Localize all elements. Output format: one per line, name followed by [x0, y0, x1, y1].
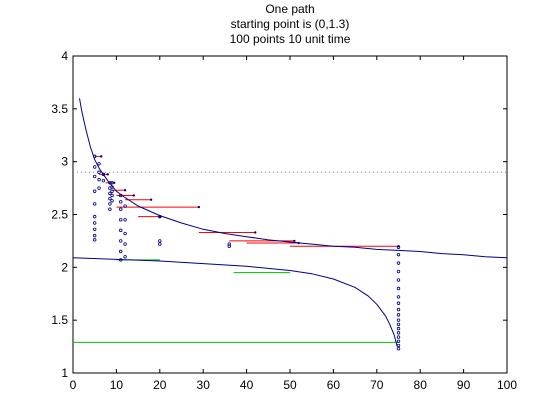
data-point-1-0	[97, 186, 101, 190]
data-point-4-0	[110, 199, 114, 203]
data-point-9-11	[396, 295, 401, 299]
axis-layer: 0 10 20 30 40 50 60 70 80 90 100 1 1.5 2 2.5 3 3.5 4	[51, 49, 517, 392]
data-point-9-0	[396, 346, 401, 351]
data-point-9-14	[396, 269, 401, 274]
data-point-9-2	[396, 339, 401, 343]
data-point-0-1	[92, 233, 97, 238]
red-segment-end-marker-5	[149, 198, 153, 201]
red-segment-end-marker-1	[106, 173, 109, 176]
x-tick-label-2: 20	[153, 378, 167, 392]
data-point-9-6	[396, 322, 401, 327]
data-point-0-5	[92, 202, 97, 206]
y-tick-label-0: 1	[61, 366, 68, 380]
plot-area-frame	[72, 55, 508, 374]
data-point-9-16	[396, 252, 401, 257]
data-point-9-1	[396, 343, 401, 348]
data-point-4-3	[110, 185, 114, 189]
data-point-9-8	[396, 313, 401, 317]
data-point-6-1	[123, 242, 127, 246]
data-point-2-1	[101, 172, 106, 177]
data-point-7-1	[158, 239, 162, 243]
y-tick-label-5: 3.5	[51, 102, 68, 116]
data-point-7-2	[158, 214, 162, 219]
data-point-6-2	[123, 231, 127, 236]
x-tick-label-10: 100	[497, 378, 517, 392]
data-point-0-0	[92, 238, 97, 242]
x-tick-label-1: 10	[110, 378, 124, 392]
title-line-3: 100 points 10 unit time	[230, 32, 351, 46]
data-point-0-8	[92, 165, 97, 169]
data-point-1-3	[97, 162, 101, 166]
x-tick-label-4: 40	[240, 378, 254, 392]
data-point-6-4	[123, 204, 127, 208]
data-point-5-6	[119, 200, 123, 204]
data-point-3-0	[108, 207, 112, 211]
y-tick-label-2: 2	[61, 260, 68, 274]
red-segment-end-marker-9	[293, 239, 296, 243]
data-point-4-2	[110, 189, 114, 193]
x-tick-label-0: 0	[70, 378, 77, 392]
data-point-9-15	[396, 261, 401, 265]
data-point-3-1	[108, 202, 112, 206]
data-point-0-9	[92, 154, 97, 159]
data-point-6-3	[123, 218, 127, 222]
x-tick-label-9: 90	[457, 378, 471, 392]
y-tick-label-3: 2.5	[51, 208, 68, 222]
data-point-0-2	[92, 227, 97, 231]
y-tick-label-1: 1.5	[51, 313, 68, 327]
x-tick-label-5: 50	[283, 378, 297, 392]
data-point-2-0	[101, 178, 106, 183]
data-point-8-1	[227, 242, 231, 246]
red-segment-end-marker-7	[197, 205, 201, 209]
data-point-9-10	[396, 301, 401, 305]
data-point-9-12	[396, 286, 401, 291]
data-point-0-7	[92, 174, 97, 179]
data-point-5-1	[119, 249, 123, 254]
data-point-9-9	[396, 307, 401, 312]
data-point-5-3	[119, 228, 123, 233]
data-point-4-4	[110, 181, 114, 185]
y-tick-label-4: 3	[61, 155, 68, 169]
data-point-0-3	[92, 221, 97, 225]
red-segment-end-marker-3	[123, 188, 127, 192]
data-point-8-0	[227, 244, 231, 248]
red-segment-end-marker-4	[132, 194, 135, 197]
title-line-1: One path	[265, 2, 314, 16]
data-point-9-3	[396, 335, 401, 339]
data-point-9-13	[396, 278, 401, 282]
plot-layer	[72, 98, 508, 351]
data-point-9-5	[396, 326, 401, 331]
curve-0	[79, 98, 508, 259]
data-point-1-2	[97, 170, 101, 174]
x-tick-label-6: 60	[327, 378, 341, 392]
x-tick-label-3: 30	[197, 378, 211, 392]
red-segment-end-marker-0	[100, 155, 103, 158]
data-point-5-2	[119, 239, 123, 243]
data-point-5-5	[119, 207, 123, 211]
title-line-2: starting point is (0,1.3)	[231, 17, 350, 31]
data-point-0-6	[92, 189, 97, 193]
data-point-9-4	[396, 331, 401, 335]
data-point-5-7	[119, 193, 123, 198]
data-point-4-1	[110, 193, 114, 198]
data-point-5-0	[119, 258, 123, 262]
data-point-7-0	[158, 242, 162, 246]
data-point-5-4	[119, 218, 123, 222]
x-tick-label-7: 70	[370, 378, 384, 392]
curve-1	[72, 257, 398, 347]
red-segment-end-marker-8	[254, 231, 257, 234]
data-point-6-0	[123, 255, 127, 259]
chart-title: One path starting point is (0,1.3) 100 p…	[230, 2, 351, 46]
data-point-0-4	[92, 214, 97, 219]
y-tick-label-6: 4	[61, 49, 68, 63]
data-point-3-5	[108, 181, 112, 185]
data-point-1-1	[97, 177, 101, 182]
data-point-3-3	[108, 191, 112, 196]
data-point-3-2	[108, 196, 112, 201]
x-tick-label-8: 80	[414, 378, 428, 392]
data-point-9-17	[396, 245, 401, 249]
data-point-9-7	[396, 318, 401, 322]
